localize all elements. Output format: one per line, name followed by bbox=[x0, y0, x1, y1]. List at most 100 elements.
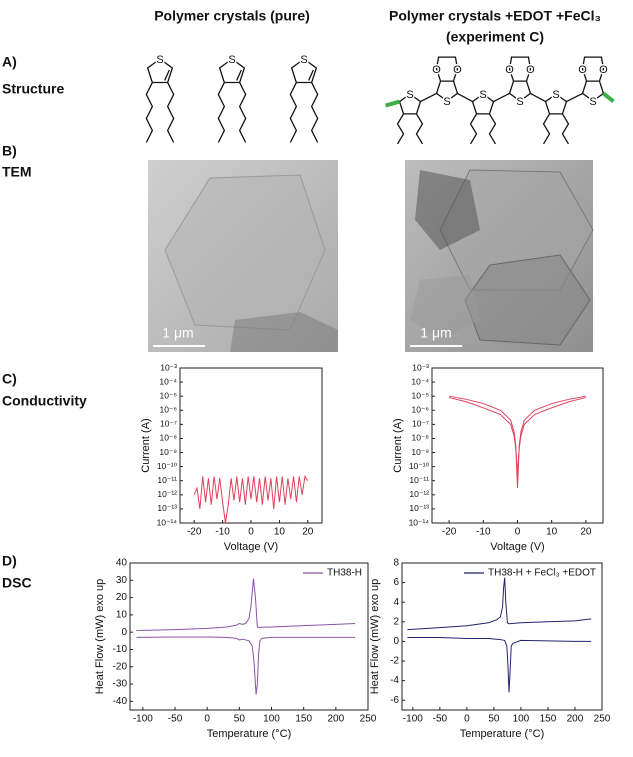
dioxane-ring bbox=[581, 56, 605, 82]
column-header: Polymer crystals +EDOT +FeCl₃ bbox=[389, 8, 601, 24]
y-tick-label: 10⁻¹⁰ bbox=[157, 461, 178, 471]
x-tick-label: 200 bbox=[567, 714, 584, 725]
x-tick-label: 50 bbox=[488, 714, 500, 725]
alkyl-chain bbox=[289, 82, 298, 143]
edot-ring bbox=[435, 80, 459, 102]
edot-ring bbox=[508, 80, 532, 102]
x-tick-label: 50 bbox=[234, 714, 246, 725]
x-tick-label: -10 bbox=[215, 527, 230, 538]
plot-frame bbox=[129, 562, 369, 711]
x-tick-label: -100 bbox=[133, 714, 153, 725]
y-tick-label: 20 bbox=[116, 592, 128, 603]
atom-label: S bbox=[516, 96, 523, 108]
thiophene-ring bbox=[146, 58, 174, 84]
bond bbox=[457, 92, 473, 103]
x-tick-label: -50 bbox=[168, 714, 183, 725]
x-tick-label: -50 bbox=[433, 714, 448, 725]
dioxane-ring bbox=[435, 56, 459, 82]
scale-bar-label: 1 μm bbox=[162, 325, 193, 341]
alkyl-chain bbox=[561, 113, 570, 145]
y-tick-label: 10⁻¹² bbox=[157, 489, 177, 499]
alkyl-chain bbox=[310, 82, 319, 143]
x-tick-label: 20 bbox=[580, 527, 592, 538]
data-line bbox=[193, 475, 309, 524]
y-tick-label: -4 bbox=[390, 675, 399, 686]
thiophene-ring bbox=[218, 58, 246, 84]
x-tick-label: 0 bbox=[204, 714, 210, 725]
x-tick-label: -20 bbox=[187, 527, 202, 538]
x-axis-label: Voltage (V) bbox=[490, 541, 544, 553]
y-tick-label: 2 bbox=[393, 616, 399, 627]
y-tick-label: 10⁻¹⁴ bbox=[157, 517, 178, 527]
scale-bar-label: 1 μm bbox=[420, 325, 451, 341]
y-tick-label: 10⁻³ bbox=[412, 362, 429, 372]
thiophene-ring bbox=[290, 58, 318, 84]
y-tick-label: -20 bbox=[113, 661, 128, 672]
row-letter: C) bbox=[2, 371, 17, 387]
y-tick-label: 10⁻⁶ bbox=[412, 405, 429, 415]
bond bbox=[420, 92, 437, 103]
y-tick-label: 10⁻⁴ bbox=[159, 376, 177, 386]
x-tick-label: 250 bbox=[594, 714, 611, 725]
atom-label: S bbox=[228, 54, 235, 66]
atom-label: S bbox=[443, 96, 450, 108]
x-tick-label: -10 bbox=[476, 527, 491, 538]
row-label: Structure bbox=[2, 81, 64, 97]
atom-label: S bbox=[300, 54, 307, 66]
atom-label: O bbox=[453, 64, 462, 76]
data-line bbox=[407, 636, 592, 693]
legend-label: TH38-H + FeCl₃ +EDOT bbox=[488, 568, 596, 579]
y-tick-label: 10⁻⁹ bbox=[411, 447, 429, 457]
y-tick-label: 40 bbox=[116, 558, 128, 569]
x-axis-label: Temperature (°C) bbox=[207, 728, 291, 740]
x-tick-label: -100 bbox=[403, 714, 423, 725]
row-letter: D) bbox=[2, 553, 17, 569]
y-tick-label: 10⁻⁴ bbox=[411, 376, 429, 386]
data-line bbox=[136, 578, 356, 631]
y-axis-label: Heat Flow (mW) exo up bbox=[94, 579, 106, 695]
tem-image bbox=[148, 160, 338, 352]
x-tick-label: 100 bbox=[263, 714, 280, 725]
alkyl-chain bbox=[542, 113, 551, 145]
alkyl-chain bbox=[488, 113, 497, 145]
y-tick-label: 0 bbox=[393, 636, 399, 647]
y-tick-label: 10⁻¹¹ bbox=[157, 475, 177, 485]
y-tick-label: -10 bbox=[113, 644, 128, 655]
y-tick-label: -30 bbox=[113, 679, 128, 690]
bond bbox=[493, 92, 510, 103]
bond bbox=[566, 92, 583, 103]
atom-label: O bbox=[578, 64, 587, 76]
y-tick-label: 10⁻¹³ bbox=[409, 503, 429, 513]
y-axis-label: Heat Flow (mW) exo up bbox=[369, 579, 381, 695]
dioxane-ring bbox=[508, 56, 532, 82]
y-tick-label: 10⁻⁵ bbox=[160, 390, 177, 400]
column-note: (experiment C) bbox=[446, 29, 544, 45]
x-tick-label: 0 bbox=[515, 527, 521, 538]
x-tick-label: 20 bbox=[302, 527, 314, 538]
x-axis-label: Voltage (V) bbox=[224, 541, 278, 553]
plot-frame bbox=[401, 562, 603, 711]
data-line bbox=[448, 397, 587, 475]
y-tick-label: 10⁻⁷ bbox=[160, 419, 177, 429]
row-letter: B) bbox=[2, 143, 17, 159]
plot-frame bbox=[179, 367, 323, 524]
alkyl-chain bbox=[166, 82, 175, 143]
thiophene-ring bbox=[398, 93, 422, 115]
data-line bbox=[449, 395, 586, 489]
y-tick-label: -2 bbox=[390, 656, 399, 667]
end-bond bbox=[384, 99, 401, 108]
alkyl-chain bbox=[396, 113, 405, 145]
x-tick-label: 10 bbox=[274, 527, 286, 538]
atom-label: O bbox=[432, 64, 441, 76]
row-label: TEM bbox=[2, 164, 32, 180]
y-tick-label: 10⁻⁶ bbox=[160, 405, 177, 415]
x-tick-label: 10 bbox=[546, 527, 558, 538]
y-tick-label: 10 bbox=[116, 610, 128, 621]
y-tick-label: 10⁻⁸ bbox=[159, 433, 177, 443]
x-tick-label: 0 bbox=[248, 527, 254, 538]
y-tick-label: 10⁻⁸ bbox=[411, 433, 429, 443]
alkyl-chain bbox=[415, 113, 424, 145]
data-line bbox=[407, 577, 592, 631]
y-tick-label: 10⁻⁵ bbox=[412, 390, 429, 400]
